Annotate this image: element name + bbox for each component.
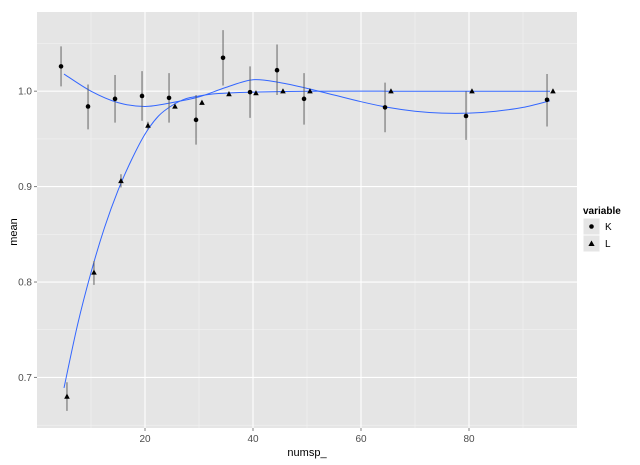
legend-key-k-symbol (589, 224, 594, 229)
point-k (247, 89, 253, 95)
point-l (91, 269, 97, 275)
grid-major (37, 12, 577, 428)
point-k (166, 95, 172, 101)
x-tick-label: 60 (355, 434, 367, 445)
point-l (280, 88, 286, 94)
point-k (139, 93, 145, 99)
point-l (172, 103, 178, 109)
grid-minor (37, 12, 577, 428)
point-k (220, 55, 226, 61)
x-tick-label: 80 (463, 434, 475, 445)
point-k (274, 67, 280, 73)
legend-title: variable (583, 206, 621, 217)
point-k (193, 117, 199, 123)
x-axis-title: numsp_ (287, 447, 327, 459)
point-k (382, 105, 388, 110)
point-l (64, 393, 70, 399)
y-axis: 0.7 0.8 0.9 1.0 (18, 87, 37, 384)
point-l (550, 88, 556, 94)
points (58, 55, 556, 399)
legend-key-l-symbol (588, 240, 595, 246)
y-axis-title: mean (8, 218, 20, 246)
point-k (58, 64, 64, 69)
point-k (463, 113, 469, 119)
point-k (85, 104, 91, 109)
smooth-line-k (63, 73, 551, 114)
y-tick-label: 0.7 (18, 373, 32, 384)
point-l (199, 99, 205, 105)
legend-label-l: L (605, 239, 611, 250)
point-l (253, 90, 259, 96)
point-l (145, 122, 151, 128)
legend: variable K L (582, 206, 621, 253)
point-l (307, 88, 313, 94)
legend-label-k: K (605, 222, 612, 233)
point-k (112, 96, 118, 102)
point-l (469, 88, 475, 94)
y-tick-label: 0.9 (18, 182, 32, 193)
smooth-lines (63, 73, 551, 389)
smooth-line-l (63, 90, 550, 389)
point-l (118, 177, 124, 184)
y-tick-label: 0.8 (18, 278, 32, 289)
x-tick-label: 40 (247, 434, 259, 445)
point-l (388, 88, 394, 94)
point-k (544, 97, 550, 103)
y-tick-label: 1.0 (18, 87, 32, 98)
point-k (301, 96, 307, 102)
point-l (226, 91, 232, 97)
x-axis: 20 40 60 80 (139, 428, 475, 445)
x-tick-label: 20 (139, 434, 151, 445)
